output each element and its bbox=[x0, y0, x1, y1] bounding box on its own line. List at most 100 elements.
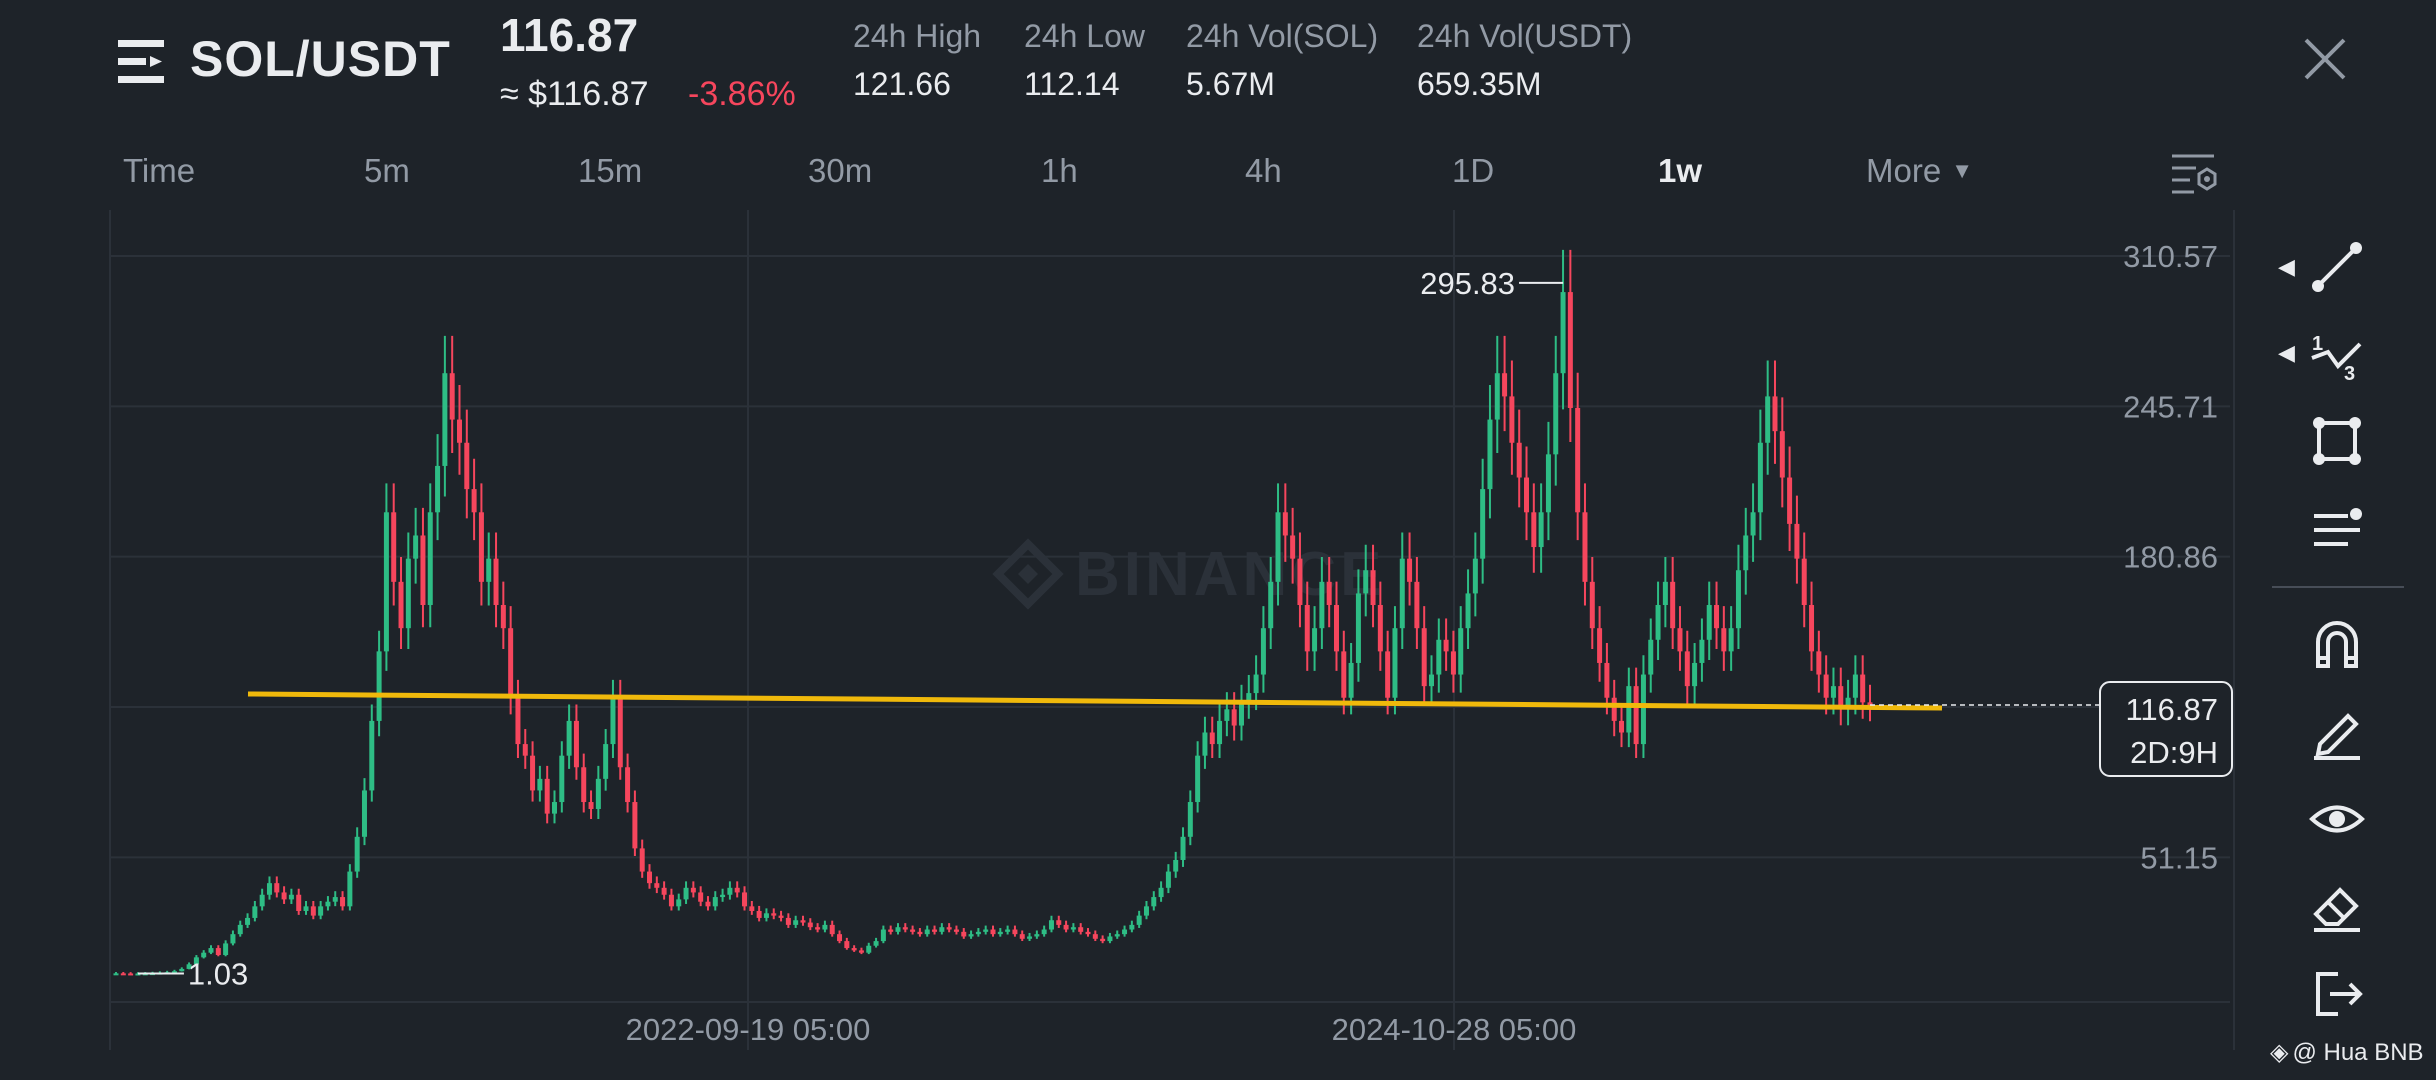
candle-body bbox=[1056, 920, 1062, 925]
candle-body bbox=[997, 931, 1003, 935]
candle-body bbox=[1816, 651, 1822, 675]
current-price-label: 116.87 bbox=[2125, 692, 2218, 727]
exit-icon[interactable] bbox=[2308, 964, 2366, 1022]
candle-body bbox=[456, 419, 462, 443]
candle-body bbox=[1399, 558, 1405, 629]
candle-body bbox=[566, 720, 572, 756]
candle-body bbox=[822, 924, 828, 930]
candle-body bbox=[1107, 936, 1113, 942]
candle-body bbox=[1830, 686, 1836, 698]
candle-body bbox=[1487, 419, 1493, 490]
eye-icon[interactable] bbox=[2308, 790, 2366, 848]
candle-body bbox=[800, 920, 806, 923]
candle-body bbox=[880, 929, 886, 942]
candle-body bbox=[318, 906, 324, 916]
candle-body bbox=[383, 512, 389, 652]
candle-body bbox=[1348, 662, 1354, 698]
candle-body bbox=[1794, 523, 1800, 559]
candle-body bbox=[654, 883, 660, 888]
candle-body bbox=[1597, 628, 1603, 663]
candle-body bbox=[924, 929, 930, 935]
candle-body bbox=[245, 917, 251, 925]
eraser-icon[interactable] bbox=[2308, 876, 2366, 934]
candle-body bbox=[186, 964, 192, 969]
rectangle-icon[interactable] bbox=[2308, 412, 2366, 470]
pair-title[interactable]: SOL/USDT bbox=[190, 31, 451, 87]
candle-body bbox=[464, 442, 470, 490]
candle-body bbox=[771, 913, 777, 916]
candle-body bbox=[405, 558, 411, 629]
candle-body bbox=[391, 512, 397, 582]
close-icon[interactable] bbox=[2300, 34, 2350, 84]
candle-body bbox=[610, 697, 616, 745]
candle-body bbox=[953, 929, 959, 932]
candle-body bbox=[1341, 651, 1347, 698]
candle-body bbox=[617, 697, 623, 768]
candle-body bbox=[815, 927, 821, 930]
candle-body bbox=[1122, 929, 1128, 935]
candle-body bbox=[990, 929, 996, 935]
candle-body bbox=[266, 883, 272, 895]
candle-body bbox=[1765, 396, 1771, 443]
fibonacci-icon[interactable]: 1 3 bbox=[2308, 326, 2366, 384]
candle-body bbox=[1670, 581, 1676, 629]
candle-body bbox=[1692, 662, 1698, 687]
chevron-down-icon: ▼ bbox=[1951, 158, 1973, 183]
menu-icon[interactable] bbox=[118, 38, 170, 86]
stat-label-24h-low: 24h Low bbox=[1024, 18, 1145, 54]
tab-more[interactable]: More ▼ bbox=[1866, 152, 1973, 190]
candle-body bbox=[1809, 605, 1815, 652]
candle-body bbox=[1772, 396, 1778, 432]
candle-body bbox=[1575, 407, 1581, 513]
candle-body bbox=[1516, 442, 1522, 478]
candle-body bbox=[1092, 934, 1098, 939]
candle-body bbox=[508, 628, 514, 698]
candle-body bbox=[281, 892, 287, 900]
candle-body bbox=[325, 901, 331, 907]
candle-body bbox=[113, 973, 119, 976]
parallel-channel-icon[interactable] bbox=[2308, 500, 2366, 558]
candle-body bbox=[1377, 605, 1383, 652]
candle-body bbox=[632, 802, 638, 849]
candle-body bbox=[559, 755, 565, 803]
candle-body bbox=[1085, 931, 1091, 935]
chart-settings-icon[interactable] bbox=[2170, 150, 2218, 196]
candle-body bbox=[1677, 628, 1683, 652]
candle-body bbox=[1114, 934, 1120, 937]
candle-body bbox=[690, 887, 696, 893]
candle-body bbox=[1604, 662, 1610, 698]
candle-body bbox=[1728, 628, 1734, 652]
candle-body bbox=[1217, 720, 1223, 745]
tab-time[interactable]: Time bbox=[123, 152, 196, 189]
candle-body bbox=[1721, 628, 1727, 652]
tab-1d[interactable]: 1D bbox=[1452, 152, 1495, 189]
candle-body bbox=[1275, 512, 1281, 582]
candle-body bbox=[1333, 605, 1339, 652]
candle-body bbox=[1246, 693, 1252, 703]
tab-1h[interactable]: 1h bbox=[1041, 152, 1078, 189]
tab-4h[interactable]: 4h bbox=[1245, 152, 1282, 189]
tab-5m[interactable]: 5m bbox=[364, 152, 410, 189]
tab-15m[interactable]: 15m bbox=[578, 152, 643, 189]
tab-1w[interactable]: 1w bbox=[1658, 152, 1703, 189]
magnet-icon[interactable] bbox=[2308, 614, 2366, 672]
candle-body bbox=[1078, 927, 1084, 932]
candle-body bbox=[844, 941, 850, 949]
approx-usd-price: ≈ $116.87 bbox=[500, 75, 649, 113]
candle-body bbox=[1268, 581, 1274, 629]
candle-body bbox=[763, 913, 769, 918]
candle-body bbox=[1611, 697, 1617, 721]
candle-body bbox=[873, 941, 879, 946]
candle-body bbox=[1253, 674, 1259, 694]
candle-body bbox=[1027, 936, 1033, 939]
candle-body bbox=[530, 755, 536, 791]
candle-body bbox=[1867, 702, 1873, 705]
max-price-label: 295.83 bbox=[1420, 266, 1515, 301]
brush-icon[interactable] bbox=[2308, 702, 2366, 760]
candle-body bbox=[581, 767, 587, 803]
tab-30m[interactable]: 30m bbox=[808, 152, 873, 189]
candle-body bbox=[1195, 755, 1201, 803]
candle-body bbox=[932, 929, 938, 932]
trend-line-icon[interactable] bbox=[2308, 238, 2366, 296]
